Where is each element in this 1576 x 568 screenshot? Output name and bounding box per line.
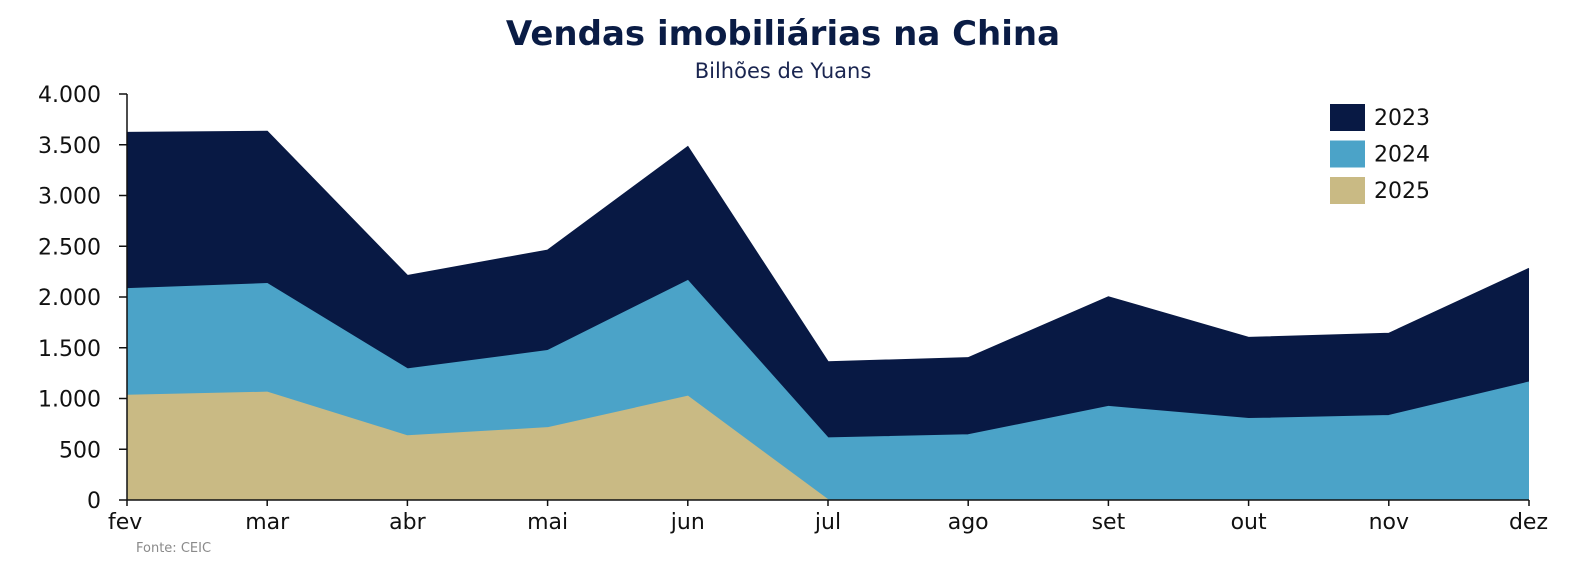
x-tick-label: mai <box>527 510 568 535</box>
y-tick-label: 4.000 <box>38 83 101 108</box>
plot-area <box>126 130 1530 501</box>
x-tick-label: nov <box>1369 510 1409 535</box>
legend-label-2023: 2023 <box>1374 106 1430 131</box>
x-axis-ticks: fev mar abr mai jun jul ago set out nov dez <box>108 500 1548 535</box>
y-tick-label: 3.000 <box>38 185 101 210</box>
x-tick-label: out <box>1231 510 1267 535</box>
x-tick-label: set <box>1092 510 1126 535</box>
area-series-2025 <box>127 392 828 500</box>
x-tick-label: dez <box>1509 510 1548 535</box>
x-tick-label: fev <box>108 510 142 535</box>
line-series-2024 <box>126 279 1530 439</box>
x-tick-label: mar <box>245 510 290 535</box>
legend: 2023 2024 2025 <box>1330 104 1430 204</box>
x-tick-label: ago <box>948 510 989 535</box>
y-tick-label: 2.500 <box>38 235 101 260</box>
legend-label-2025: 2025 <box>1374 179 1430 204</box>
x-tick-label: jun <box>670 510 705 535</box>
y-tick-label: 0 <box>87 489 101 514</box>
x-tick-label: abr <box>389 510 426 535</box>
y-tick-label: 2.000 <box>38 286 101 311</box>
line-series-2023 <box>126 130 1530 363</box>
legend-swatch-2024 <box>1330 140 1365 168</box>
source-note: Fonte: CEIC <box>136 541 211 556</box>
legend-swatch-2025 <box>1330 177 1365 204</box>
chart-subtitle: Bilhões de Yuans <box>695 59 872 83</box>
y-tick-label: 1.000 <box>38 388 101 413</box>
y-tick-label: 1.500 <box>38 337 101 362</box>
line-series-2025 <box>126 391 829 501</box>
legend-label-2024: 2024 <box>1374 143 1430 168</box>
y-tick-label: 3.500 <box>38 134 101 159</box>
legend-swatch-2023 <box>1330 104 1365 131</box>
chart-title: Vendas imobiliárias na China <box>506 14 1060 54</box>
x-tick-label: jul <box>814 510 841 535</box>
y-axis-ticks: 0 500 1.000 1.500 2.000 2.500 3.000 3.500 4.000 <box>38 83 127 514</box>
y-tick-label: 500 <box>59 438 101 463</box>
